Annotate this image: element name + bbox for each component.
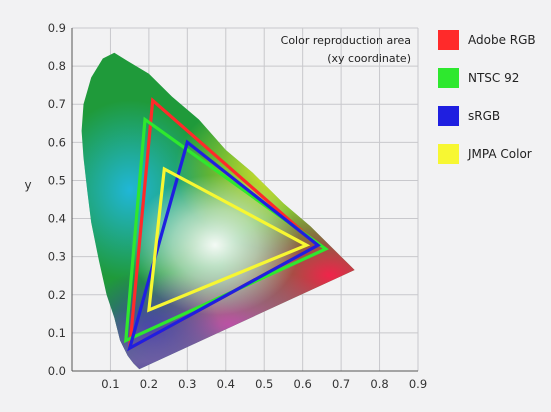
chart-annotation: Color reproduction area (xy coordinate) xyxy=(281,34,411,65)
x-tick-label: 0.8 xyxy=(370,377,388,391)
x-tick-label: 0.6 xyxy=(294,377,312,391)
gamut-srgb xyxy=(127,139,321,352)
legend-label: NTSC 92 xyxy=(468,71,519,85)
legend-swatch xyxy=(438,144,459,164)
annotation-line-1: Color reproduction area xyxy=(281,34,411,47)
x-tick-label: 0.2 xyxy=(140,377,158,391)
y-tick-label: 0.4 xyxy=(48,212,66,226)
legend: Adobe RGB NTSC 92 sRGB JMPA Color xyxy=(438,30,536,164)
legend-swatch xyxy=(438,30,459,50)
y-tick-label: 0.3 xyxy=(48,250,66,264)
x-tick-label: 0.5 xyxy=(255,377,273,391)
y-tick-label: 0.9 xyxy=(48,21,66,35)
legend-swatch xyxy=(438,106,459,126)
y-axis-label: y xyxy=(24,178,31,192)
y-tick-label: 0.6 xyxy=(48,135,66,149)
y-tick-label: 0.0 xyxy=(48,364,66,378)
x-tick-label: 0.4 xyxy=(217,377,235,391)
gamut-jmpa-color xyxy=(147,166,311,313)
axes: 0.0 0.1 0.2 0.3 0.4 0.5 0.6 0.7 0.8 0.9 0.1 0.2 0.3 0… xyxy=(48,21,427,391)
legend-label: sRGB xyxy=(468,109,500,123)
x-tick-label: 0.9 xyxy=(409,377,427,391)
y-tick-label: 0.5 xyxy=(48,173,66,187)
x-tick-label: 0.1 xyxy=(101,377,119,391)
legend-swatch xyxy=(438,68,459,88)
legend-label: Adobe RGB xyxy=(468,33,536,47)
y-tick-label: 0.7 xyxy=(48,97,66,111)
x-tick-label: 0.3 xyxy=(178,377,196,391)
gamut-triangles xyxy=(123,97,329,352)
legend-label: JMPA Color xyxy=(467,147,532,161)
x-tick-label: 0.7 xyxy=(332,377,350,391)
y-tick-label: 0.8 xyxy=(48,59,66,73)
y-tick-label: 0.1 xyxy=(48,326,66,340)
y-tick-label: 0.2 xyxy=(48,288,66,302)
annotation-line-2: (xy coordinate) xyxy=(327,52,411,65)
